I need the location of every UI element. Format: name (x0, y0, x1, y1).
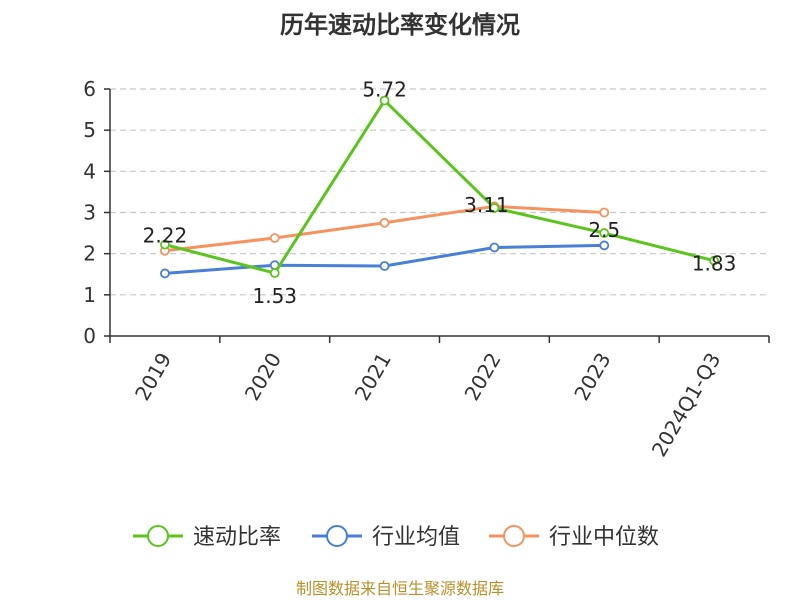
legend-label: 行业均值 (372, 525, 460, 550)
series-group (160, 95, 719, 279)
y-tick-label: 6 (83, 77, 96, 101)
data-point[interactable] (489, 203, 500, 213)
data-point[interactable] (160, 239, 170, 250)
data-label: 3.11 (464, 193, 509, 217)
data-point[interactable] (379, 95, 390, 106)
x-tick-label: 2020 (240, 349, 286, 405)
x-tick-label: 2019 (130, 349, 176, 405)
legend-marker-icon (326, 525, 348, 547)
legend-label: 行业中位数 (549, 525, 659, 550)
series-line (164, 99, 715, 275)
data-point[interactable] (599, 207, 610, 218)
legend-marker-icon (503, 525, 525, 547)
x-tick-label: 2022 (460, 348, 506, 404)
legend-item[interactable]: 速动比率 (133, 525, 281, 550)
legend[interactable]: 速动比率 行业均值 行业中位数 (133, 525, 659, 550)
grid-lines (110, 88, 769, 296)
data-point[interactable] (379, 217, 390, 228)
y-tick-label: 5 (83, 118, 96, 142)
y-tick-label: 4 (83, 159, 96, 183)
y-tick-label: 2 (83, 242, 96, 266)
x-tick-label: 2024Q1-Q3 (647, 349, 726, 461)
legend-marker-icon (147, 525, 169, 547)
x-tick-label: 2023 (569, 349, 615, 405)
data-point[interactable] (599, 240, 610, 251)
y-axis-ticks: 0 1 2 3 4 5 6 (83, 77, 110, 348)
data-labels: 2.22 1.53 5.72 3.11 2.5 1.83 (143, 78, 737, 308)
data-label: 1.83 (692, 252, 737, 276)
legend-item[interactable]: 行业均值 (312, 525, 460, 550)
data-point[interactable] (160, 268, 170, 279)
y-tick-label: 3 (83, 201, 96, 225)
data-point[interactable] (599, 228, 610, 238)
legend-label: 速动比率 (193, 525, 281, 550)
y-tick-label: 1 (83, 283, 96, 307)
data-point[interactable] (269, 268, 280, 278)
y-tick-label: 0 (83, 324, 96, 348)
data-point[interactable] (489, 242, 500, 253)
data-label: 2.5 (588, 218, 620, 242)
data-point[interactable] (269, 233, 280, 243)
source-note: 制图数据来自恒生聚源数据库 (296, 579, 504, 598)
data-point[interactable] (379, 261, 390, 271)
x-tick-label: 2021 (350, 349, 396, 405)
data-label: 2.22 (143, 224, 188, 248)
chart-title: 历年速动比率变化情况 (280, 11, 520, 39)
x-axis-ticks: 2019 2020 2021 2022 2023 2024Q1-Q3 (109, 336, 770, 461)
legend-item[interactable]: 行业中位数 (489, 525, 659, 550)
data-label: 5.72 (362, 78, 407, 102)
data-label: 1.53 (252, 284, 297, 308)
data-point[interactable] (709, 255, 719, 266)
